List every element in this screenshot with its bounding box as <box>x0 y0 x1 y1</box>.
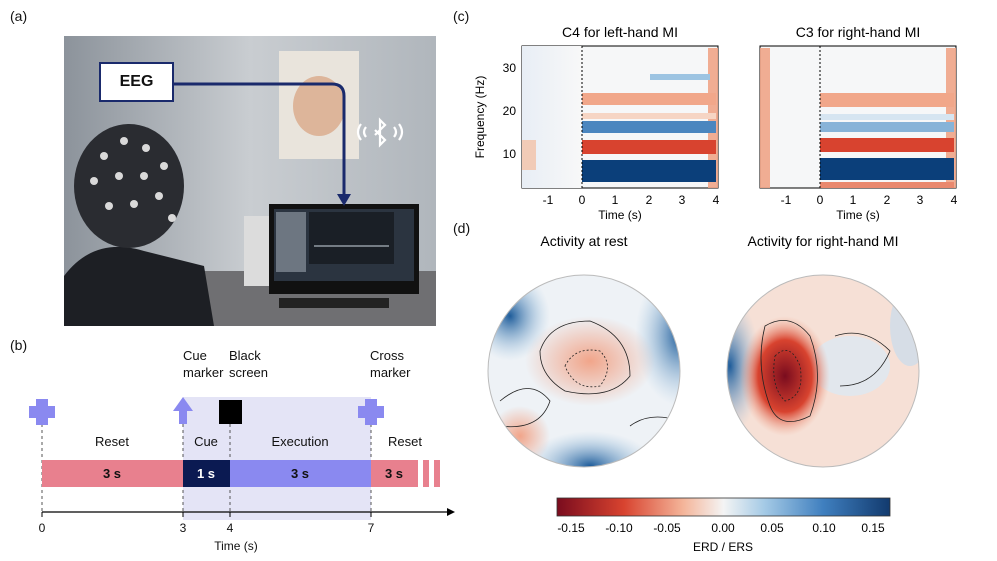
phase-execution: Execution <box>271 434 328 449</box>
cbar-tick-2: -0.05 <box>653 521 681 535</box>
xtick-r-1: 1 <box>850 193 857 207</box>
xtick-l-3: 3 <box>679 193 686 207</box>
ytick-30: 30 <box>503 61 517 75</box>
label-cross-2: marker <box>370 365 411 380</box>
xtick-r-4: 4 <box>951 193 958 207</box>
tick-0: 0 <box>39 521 46 535</box>
topomap-panel: Activity at rest Activity for right-hand… <box>487 233 920 554</box>
xtick-l-1: 1 <box>612 193 619 207</box>
xtick-r-neg1: -1 <box>781 193 792 207</box>
timeline-diagram: Cue marker Black screen Cross marker Res… <box>29 348 455 553</box>
xtick-l-4: 4 <box>713 193 720 207</box>
xtick-r-2: 2 <box>884 193 891 207</box>
topomap-mi <box>727 275 919 467</box>
cue-arrow-icon <box>173 397 193 424</box>
spectrogram-title-1: C4 for left-hand MI <box>562 24 678 40</box>
phase-cue: Cue <box>194 434 218 449</box>
bar-cue <box>183 460 230 487</box>
panel-label-d: (d) <box>453 220 471 236</box>
label-cue-2: marker <box>183 365 224 380</box>
xlabel-left: Time (s) <box>598 208 642 222</box>
label-cue-1: Cue <box>183 348 207 363</box>
colorbar-label: ERD / ERS <box>693 540 753 554</box>
colorbar <box>556 497 891 517</box>
bluetooth-icon <box>356 117 404 148</box>
black-screen-icon <box>219 400 242 424</box>
tick-4: 4 <box>227 521 234 535</box>
phase-reset-2: Reset <box>388 434 422 449</box>
spectrogram-ylabel: Frequency (Hz) <box>473 76 487 159</box>
xtick-r-0: 0 <box>817 193 824 207</box>
topomap-rest <box>488 275 680 467</box>
spectrogram-title-2: C3 for right-hand MI <box>796 24 921 40</box>
spectrogram-panel: C4 for left-hand MI C3 for right-hand MI… <box>473 24 958 222</box>
label-cross-1: Cross <box>370 348 404 363</box>
cross-marker-icon <box>29 399 55 425</box>
cbar-tick-5: 0.10 <box>812 521 836 535</box>
xtick-r-3: 3 <box>917 193 924 207</box>
xtick-l-2: 2 <box>646 193 653 207</box>
tick-7: 7 <box>368 521 375 535</box>
topomap-title-2: Activity for right-hand MI <box>748 233 899 249</box>
bar-reset-2 <box>371 460 418 487</box>
panel-label-c: (c) <box>453 8 470 24</box>
spectrogram-c3 <box>759 45 957 189</box>
axis-label: Time (s) <box>214 539 258 553</box>
experiment-photo: EEG <box>64 36 436 326</box>
cbar-tick-4: 0.05 <box>760 521 784 535</box>
cross-marker-icon <box>358 399 384 425</box>
xtick-l-neg1: -1 <box>543 193 554 207</box>
cbar-tick-1: -0.10 <box>605 521 633 535</box>
panel-label-b: (b) <box>10 337 28 353</box>
bar-label-reset: 3 s <box>103 466 121 481</box>
bar-label-cue: 1 s <box>197 466 215 481</box>
bar-execution <box>230 460 371 487</box>
bar-label-reset-2: 3 s <box>385 466 403 481</box>
xlabel-right: Time (s) <box>836 208 880 222</box>
spectrogram-c4 <box>521 45 719 189</box>
cbar-tick-0: -0.15 <box>557 521 585 535</box>
bar-reset <box>42 460 183 487</box>
tick-3: 3 <box>180 521 187 535</box>
phase-reset: Reset <box>95 434 129 449</box>
label-black-2: screen <box>229 365 268 380</box>
cbar-tick-6: 0.15 <box>861 521 885 535</box>
eeg-label-box: EEG <box>99 62 174 102</box>
bar-label-execution: 3 s <box>291 466 309 481</box>
trial-shade <box>183 397 371 520</box>
panel-label-a: (a) <box>10 8 28 24</box>
cbar-tick-3: 0.00 <box>711 521 735 535</box>
topomap-title-1: Activity at rest <box>540 233 627 249</box>
xtick-l-0: 0 <box>579 193 586 207</box>
ytick-10: 10 <box>503 147 517 161</box>
label-black-1: Black <box>229 348 261 363</box>
eeg-cap <box>74 124 184 248</box>
ytick-20: 20 <box>503 104 517 118</box>
